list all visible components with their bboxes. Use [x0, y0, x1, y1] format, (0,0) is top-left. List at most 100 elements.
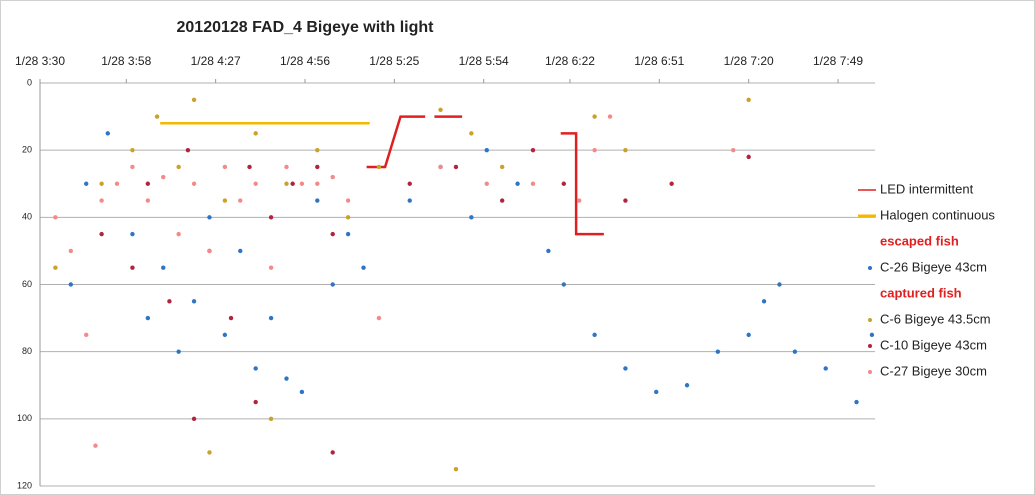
data-point — [284, 376, 289, 381]
data-point — [130, 147, 135, 153]
data-point — [99, 181, 104, 186]
data-point — [84, 181, 89, 186]
data-point — [191, 299, 197, 304]
data-point — [167, 299, 172, 304]
x-tick-label: 1/28 7:20 — [724, 54, 774, 68]
data-point — [268, 416, 274, 422]
data-point — [746, 154, 751, 160]
data-point — [207, 215, 212, 220]
data-point — [299, 389, 305, 395]
data-point — [53, 215, 58, 220]
data-point — [376, 164, 382, 170]
data-point — [191, 181, 197, 186]
data-point — [315, 181, 320, 186]
legend-label: LED intermittent — [880, 181, 974, 196]
data-point — [592, 147, 597, 153]
data-point — [330, 231, 335, 237]
data-point — [330, 450, 335, 455]
data-point — [407, 181, 412, 186]
data-point — [499, 198, 505, 203]
data-point — [823, 366, 828, 371]
legend-swatch — [868, 370, 872, 374]
data-point — [592, 114, 597, 119]
data-point — [114, 181, 120, 186]
data-point — [854, 399, 859, 405]
data-point — [684, 383, 690, 388]
data-point — [746, 332, 751, 338]
data-point — [191, 97, 197, 102]
y-tick-label: 80 — [22, 346, 32, 356]
data-point — [484, 181, 489, 186]
data-point — [222, 198, 228, 203]
chart-title: 20120128 FAD_4 Bigeye with light — [177, 19, 435, 36]
legend-heading: captured fish — [880, 285, 962, 300]
y-tick-label: 0 — [27, 77, 32, 87]
data-point — [345, 231, 351, 237]
data-point — [99, 231, 104, 237]
data-point — [68, 248, 74, 254]
data-point — [561, 282, 567, 287]
data-point — [361, 265, 366, 270]
data-point — [253, 181, 258, 186]
data-point — [407, 198, 412, 203]
data-point — [176, 349, 181, 354]
data-point — [268, 315, 274, 321]
data-point — [561, 181, 567, 186]
data-point — [623, 366, 628, 371]
data-point — [484, 147, 489, 153]
data-point — [176, 231, 181, 237]
y-tick-label: 60 — [22, 279, 32, 289]
y-tick-label: 20 — [22, 145, 32, 155]
x-tick-label: 1/28 7:49 — [813, 54, 863, 68]
data-point — [315, 147, 320, 153]
data-point — [130, 231, 135, 237]
data-point — [330, 282, 335, 287]
legend-label: C-10 Bigeye 43cm — [880, 337, 987, 352]
data-point — [68, 282, 74, 287]
data-point — [253, 399, 258, 405]
data-point — [715, 349, 721, 354]
data-point — [577, 198, 582, 203]
x-tick-label: 1/28 6:51 — [634, 54, 684, 68]
data-point — [438, 107, 443, 113]
data-point — [330, 174, 335, 180]
x-tick-label: 1/28 6:22 — [545, 54, 595, 68]
data-point — [469, 215, 474, 220]
data-point — [105, 131, 110, 136]
data-point — [290, 181, 295, 186]
data-point — [469, 131, 474, 136]
data-point — [145, 181, 151, 186]
data-point — [530, 147, 536, 153]
series-line — [366, 115, 604, 236]
data-point — [299, 181, 305, 186]
legend-label: Halogen continuous — [880, 207, 995, 222]
legend-swatch — [868, 344, 872, 348]
data-point — [207, 248, 212, 254]
data-point — [869, 332, 875, 338]
data-point — [453, 467, 459, 472]
legend-label: C-27 Bigeye 30cm — [880, 363, 987, 378]
data-point — [777, 282, 782, 287]
x-tick-label: 1/28 4:56 — [280, 54, 330, 68]
data-point — [284, 181, 289, 186]
data-point — [176, 164, 181, 170]
data-point — [607, 114, 613, 119]
data-point — [228, 315, 234, 321]
legend-swatch — [868, 266, 872, 270]
data-point — [345, 198, 351, 203]
data-point — [268, 265, 274, 270]
data-point — [130, 265, 135, 270]
data-point — [238, 248, 243, 254]
data-point — [515, 181, 520, 186]
data-point — [161, 265, 166, 270]
data-point — [222, 332, 228, 338]
data-point — [761, 299, 767, 304]
data-point — [207, 450, 212, 455]
legend-label: C-26 Bigeye 43cm — [880, 259, 987, 274]
x-tick-label: 1/28 5:25 — [369, 54, 419, 68]
data-point — [315, 164, 320, 170]
x-tick-label: 1/28 5:54 — [459, 54, 509, 68]
data-point — [499, 164, 505, 170]
data-point — [438, 164, 443, 170]
